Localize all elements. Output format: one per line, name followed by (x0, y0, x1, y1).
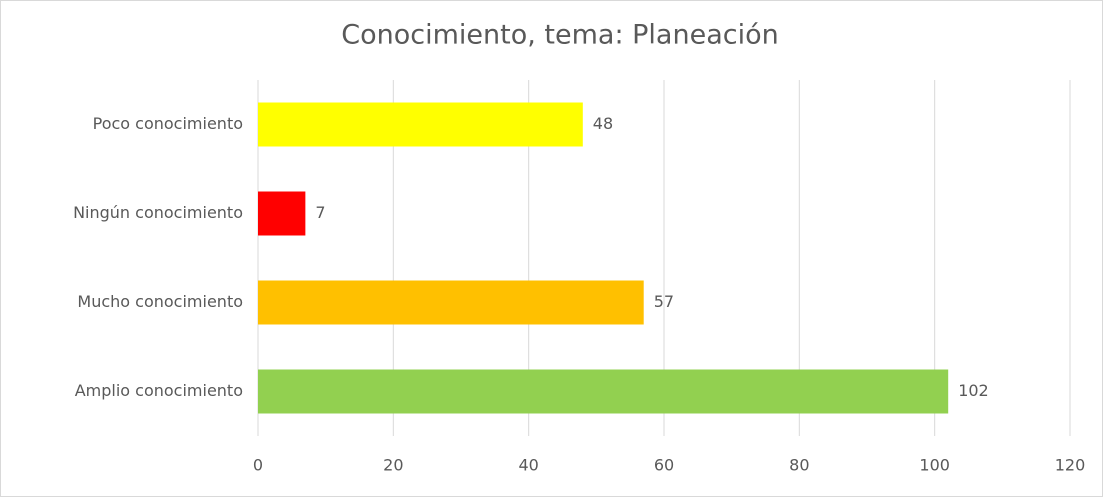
x-tick-label: 20 (383, 456, 403, 475)
bar (258, 191, 306, 236)
data-label: 48 (593, 114, 613, 133)
bar (258, 369, 949, 414)
y-tick-label: Amplio conocimiento (75, 381, 243, 400)
x-tick-label: 40 (518, 456, 538, 475)
data-label: 7 (315, 203, 325, 222)
chart-title: Conocimiento, tema: Planeación (341, 20, 778, 51)
y-tick-label: Poco conocimiento (93, 114, 243, 133)
x-tick-label: 80 (789, 456, 809, 475)
y-tick-label: Ningún conocimiento (73, 203, 243, 222)
data-label: 57 (654, 292, 674, 311)
bar (258, 102, 583, 147)
x-tick-label: 60 (654, 456, 674, 475)
x-tick-label: 100 (919, 456, 950, 475)
data-label: 102 (958, 381, 989, 400)
bar (258, 280, 644, 325)
x-tick-label: 0 (253, 456, 263, 475)
y-tick-label: Mucho conocimiento (77, 292, 243, 311)
x-tick-label: 120 (1055, 456, 1086, 475)
